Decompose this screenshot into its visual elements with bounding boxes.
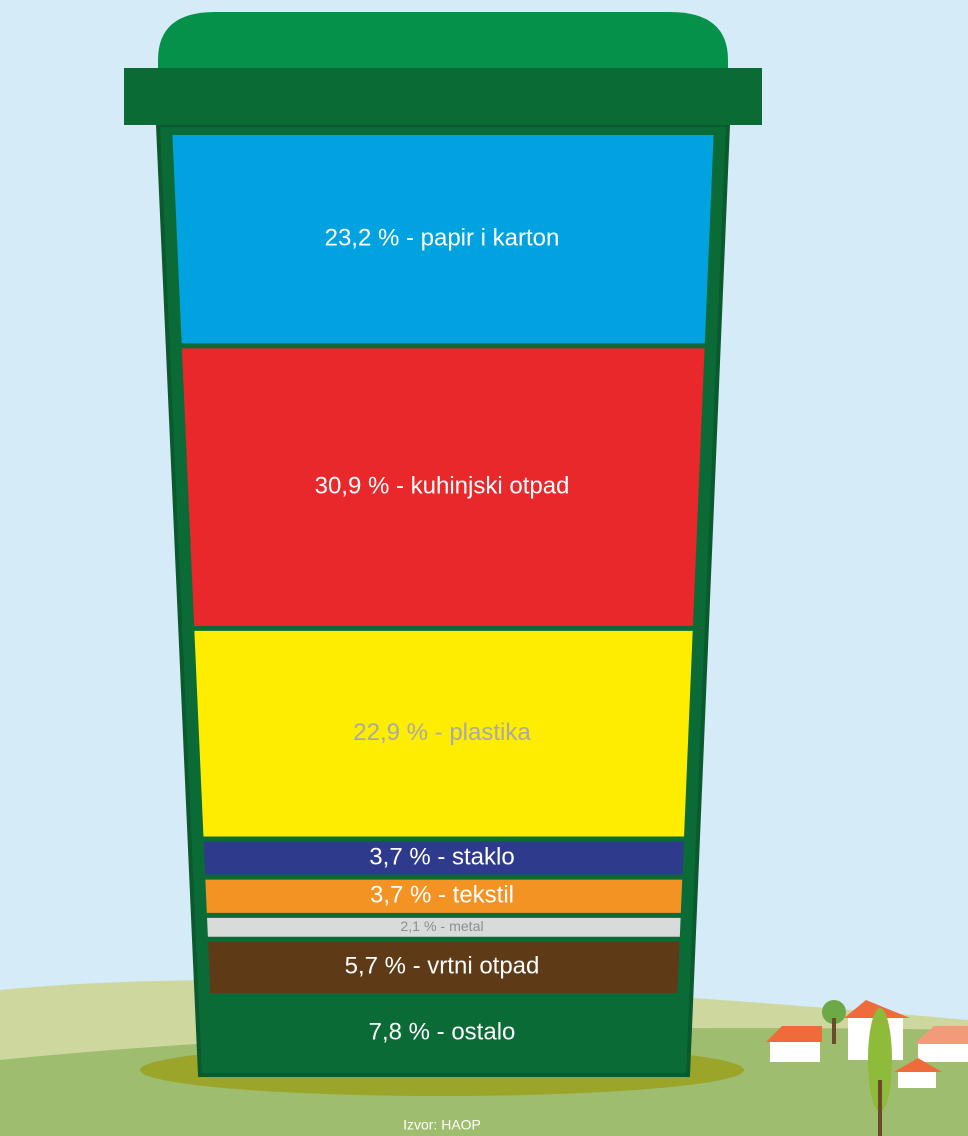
segment-label: 7,8 % - ostalo (369, 1018, 516, 1045)
segment-label: 3,7 % - tekstil (370, 882, 514, 909)
segment-label: 22,9 % - plastika (353, 719, 531, 746)
bin-lid (158, 12, 728, 70)
segment-label: 30,9 % - kuhinjski otpad (315, 472, 570, 499)
page: 23,2 % - papir i karton 30,9 % - kuhinjsk… (0, 0, 968, 1136)
segment-label: 5,7 % - vrtni otpad (345, 953, 540, 980)
chart: 23,2 % - papir i karton 30,9 % - kuhinjsk… (0, 0, 968, 1136)
source: Izvor: HAOP (403, 1117, 481, 1133)
segment-label: 3,7 % - staklo (369, 843, 514, 870)
segment-label: 2,1 % - metal (400, 918, 483, 934)
bin-rim (124, 68, 762, 125)
segment-label: 23,2 % - papir i karton (325, 225, 560, 252)
